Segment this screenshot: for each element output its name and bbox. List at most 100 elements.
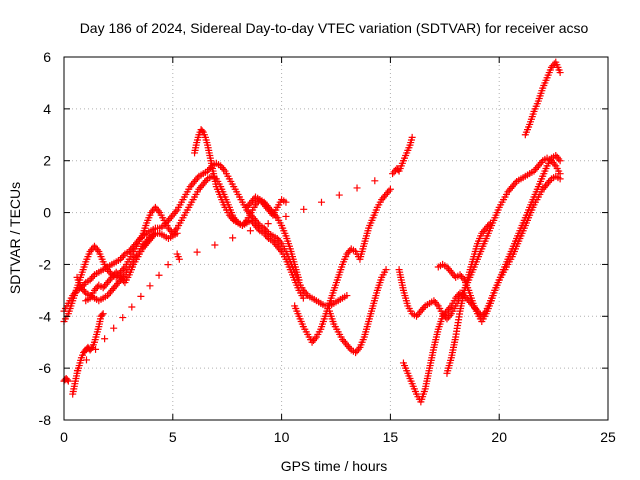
- data-point: [172, 208, 180, 216]
- data-point: [150, 231, 158, 239]
- x-tick-label: 20: [491, 429, 507, 445]
- data-point: [73, 367, 81, 375]
- data-point: [485, 221, 493, 229]
- data-point: [276, 238, 284, 246]
- data-point: [382, 266, 390, 274]
- ticks: [63, 56, 609, 421]
- y-tick-label: -2: [39, 256, 52, 272]
- data-points: [60, 58, 564, 406]
- data-point: [229, 234, 237, 242]
- data-point: [282, 212, 290, 220]
- grid: [64, 57, 608, 420]
- series-track-i: [399, 152, 564, 406]
- plot-frame: [63, 56, 609, 421]
- data-point: [110, 324, 118, 332]
- data-point: [99, 310, 107, 318]
- x-tick-label: 10: [274, 429, 290, 445]
- data-point: [254, 225, 262, 233]
- data-point: [276, 246, 284, 254]
- data-point: [93, 246, 101, 254]
- data-point: [300, 205, 308, 213]
- data-point: [211, 241, 219, 249]
- data-point: [164, 261, 172, 269]
- data-point: [446, 304, 454, 312]
- y-tick-label: 0: [43, 205, 51, 221]
- data-point: [335, 191, 343, 199]
- data-point: [408, 133, 416, 141]
- series-track-d: [69, 310, 107, 398]
- series-track-l: [521, 58, 564, 139]
- data-point: [173, 229, 181, 237]
- data-point: [202, 177, 210, 185]
- series-track-e: [191, 126, 307, 302]
- series-track-j: [434, 172, 564, 325]
- y-tick-label: -8: [39, 412, 52, 428]
- y-tick-labels: -8 -6 -4 -2 0 2 4 6: [39, 49, 52, 428]
- data-point: [64, 377, 72, 385]
- data-point: [311, 335, 319, 343]
- y-axis-label: SDTVAR / TECUs: [7, 182, 23, 294]
- data-point: [193, 248, 201, 256]
- x-tick-label: 0: [60, 429, 68, 445]
- data-point: [63, 376, 71, 384]
- series-track-f: [291, 185, 394, 346]
- y-tick-label: 6: [43, 49, 51, 65]
- data-point: [128, 303, 136, 311]
- x-tick-label: 15: [383, 429, 399, 445]
- series-track-k: [443, 219, 494, 377]
- data-point: [193, 174, 201, 182]
- series-track-a: [60, 159, 351, 315]
- data-point: [119, 314, 127, 322]
- data-point: [550, 160, 558, 168]
- x-axis-label: GPS time / hours: [281, 458, 388, 474]
- series-isolated: [60, 133, 416, 385]
- data-point: [346, 344, 354, 352]
- data-point: [302, 290, 310, 298]
- x-tick-labels: 0 5 10 15 20 25: [60, 429, 616, 445]
- data-point: [175, 255, 183, 263]
- data-point: [98, 311, 106, 319]
- data-point: [556, 175, 564, 183]
- series-track-g: [325, 266, 390, 357]
- data-point: [263, 233, 271, 241]
- data-point: [246, 227, 254, 235]
- x-tick-label: 5: [169, 429, 177, 445]
- data-point: [385, 187, 393, 195]
- data-point: [172, 226, 180, 234]
- data-point: [151, 229, 159, 237]
- data-point: [101, 335, 109, 343]
- data-point: [459, 274, 467, 282]
- data-point: [137, 292, 145, 300]
- data-point: [82, 356, 90, 364]
- data-point: [89, 273, 97, 281]
- data-point: [264, 220, 272, 228]
- data-point: [87, 345, 95, 353]
- data-point: [155, 271, 163, 279]
- data-point: [556, 157, 564, 165]
- data-point: [354, 345, 362, 353]
- data-point: [546, 177, 554, 185]
- data-point: [556, 69, 564, 77]
- data-point: [228, 215, 236, 223]
- data-point: [446, 311, 454, 319]
- data-point: [353, 184, 361, 192]
- chart-title: Day 186 of 2024, Sidereal Day-to-day VTE…: [80, 20, 589, 36]
- data-point: [299, 294, 307, 302]
- y-tick-label: 4: [43, 101, 51, 117]
- data-point: [154, 207, 162, 215]
- y-tick-label: -4: [39, 308, 52, 324]
- data-point: [92, 345, 100, 353]
- data-point: [146, 282, 154, 290]
- data-point: [555, 155, 563, 163]
- data-point: [433, 300, 441, 308]
- y-tick-label: -6: [39, 360, 52, 376]
- data-point: [386, 185, 394, 193]
- series-track-m: [243, 193, 290, 219]
- data-point: [420, 304, 428, 312]
- data-point: [537, 158, 545, 166]
- data-point: [371, 177, 379, 185]
- data-point: [511, 179, 519, 187]
- data-point: [80, 287, 88, 295]
- y-tick-label: 2: [43, 153, 51, 169]
